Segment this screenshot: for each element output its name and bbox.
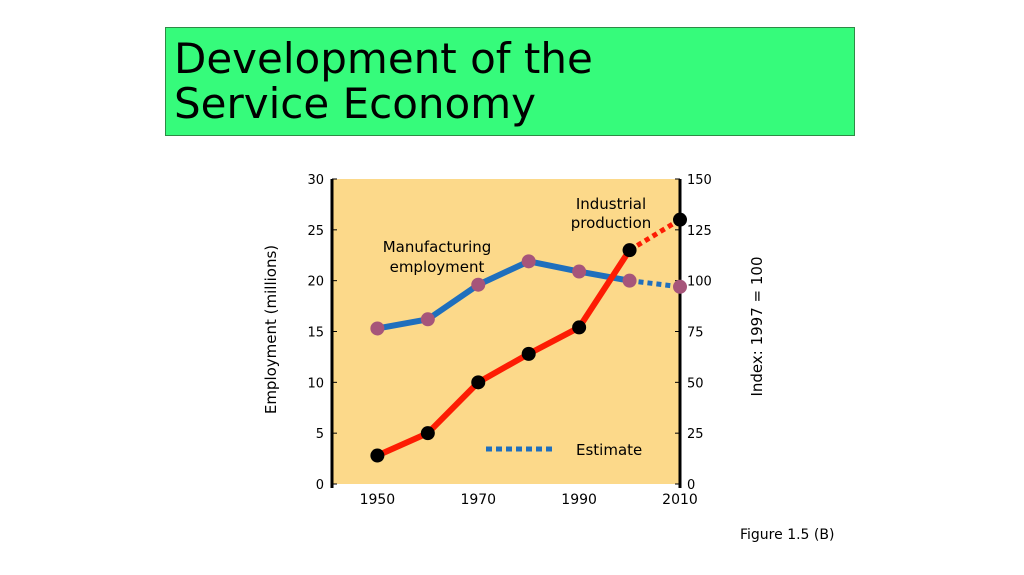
- series-point-0: [471, 277, 486, 292]
- left-axis-title: Employment (millions): [262, 245, 280, 414]
- x-tick-label: 2010: [662, 492, 698, 508]
- series-point-0: [521, 254, 536, 269]
- right-tick-label: 125: [687, 224, 712, 239]
- title-box: Development of the Service Economy: [165, 27, 855, 136]
- series-point-1: [673, 212, 687, 227]
- industrial-label-line-2: production: [571, 214, 652, 232]
- series-point-0: [420, 312, 435, 327]
- series-point-1: [471, 375, 486, 390]
- series-point-1: [572, 320, 587, 335]
- left-tick-label: 0: [316, 478, 324, 493]
- right-tick-label: 150: [687, 173, 712, 188]
- right-tick-label: 50: [687, 376, 704, 391]
- x-tick-label: 1950: [360, 492, 396, 508]
- series-point-0: [370, 321, 385, 336]
- industrial-label-line-1: Industrial: [576, 195, 646, 213]
- series-line-0: [374, 258, 633, 332]
- left-tick-label: 5: [316, 427, 324, 442]
- manufacturing-label-line-1: Manufacturing: [383, 238, 492, 256]
- series-estimate-line-1: [628, 217, 682, 253]
- left-tick-label: 30: [307, 173, 324, 188]
- series-point-0: [673, 279, 687, 294]
- series-point-1: [521, 346, 536, 361]
- right-axis-title: Index: 1997 = 100: [748, 256, 766, 396]
- plot-area: [332, 179, 680, 484]
- left-tick-label: 10: [307, 376, 324, 391]
- slide-title-line-1: Development of the: [174, 34, 593, 83]
- series-point-1: [622, 243, 637, 258]
- right-tick-label: 75: [687, 326, 704, 341]
- right-tick-label: 0: [687, 478, 695, 493]
- left-tick-label: 25: [307, 224, 324, 239]
- left-tick-label: 20: [307, 275, 324, 290]
- series-point-1: [370, 448, 385, 463]
- manufacturing-label-line-2: employment: [390, 258, 485, 276]
- left-tick-label: 15: [307, 326, 324, 341]
- slide-title-line-2: Service Economy: [174, 79, 536, 128]
- figure-caption: Figure 1.5 (B): [740, 527, 835, 543]
- right-tick-label: 25: [687, 427, 704, 442]
- series-point-0: [572, 264, 587, 279]
- right-tick-label: 100: [687, 275, 712, 290]
- series-point-1: [420, 426, 435, 441]
- series-point-0: [622, 273, 637, 288]
- estimate-legend-label: Estimate: [576, 441, 642, 459]
- x-tick-label: 1990: [561, 492, 597, 508]
- series-line-1: [374, 247, 633, 459]
- x-tick-label: 1970: [460, 492, 496, 508]
